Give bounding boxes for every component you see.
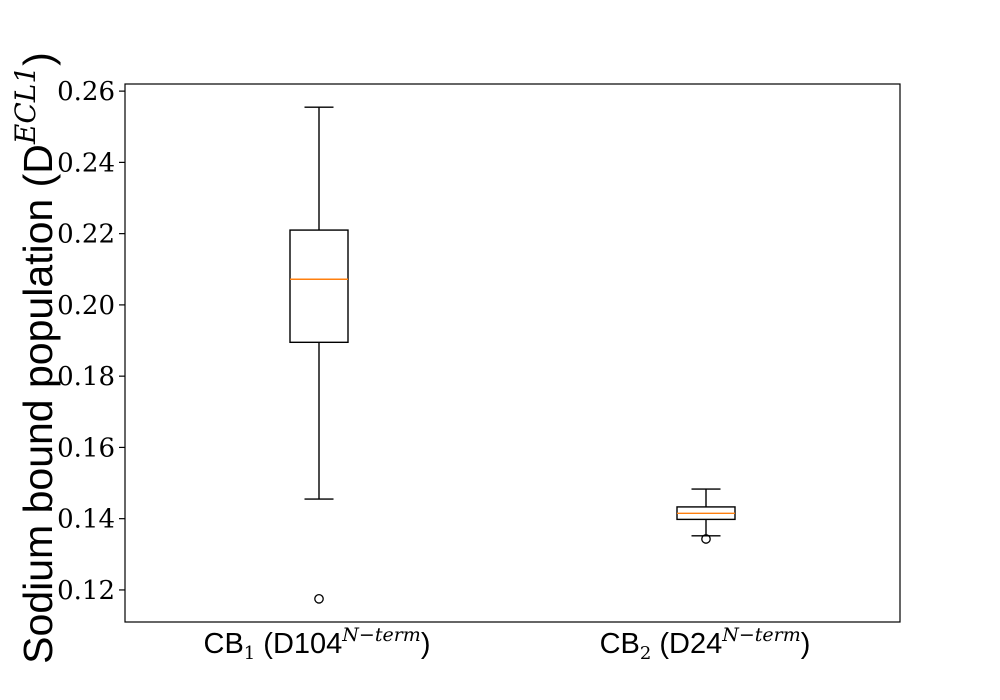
x-tick-label-cb1-subscript: 1 bbox=[244, 643, 255, 664]
x-tick-label-cb1-base: CB bbox=[204, 628, 244, 660]
x-tick-label-cb1: CB1 (D104N−term) bbox=[204, 624, 431, 664]
y-tick-label: 0.24 bbox=[57, 148, 115, 178]
y-tick-label: 0.14 bbox=[57, 505, 115, 535]
x-tick-label-cb1-mid: (D104 bbox=[255, 628, 342, 660]
box-plot-boxes bbox=[289, 106, 736, 604]
y-axis-label: Sodium bound population (DECL1) bbox=[9, 52, 61, 664]
x-tick-label-cb1-suffix: ) bbox=[421, 628, 431, 660]
y-axis-label-superscript: ECL1 bbox=[9, 66, 42, 145]
y-axis-label-suffix: ) bbox=[15, 52, 61, 66]
plot-area-frame bbox=[124, 83, 901, 623]
y-tick-label: 0.22 bbox=[57, 220, 115, 250]
x-tick-label-cb2-suffix: ) bbox=[801, 628, 811, 660]
box-group-2 bbox=[676, 488, 736, 544]
outlier-point bbox=[314, 593, 324, 604]
y-tick-label: 0.20 bbox=[57, 291, 115, 321]
interquartile-box bbox=[289, 229, 349, 344]
box-group-1 bbox=[289, 106, 349, 604]
y-tick-label: 0.18 bbox=[57, 362, 115, 392]
y-tick-label: 0.16 bbox=[57, 433, 115, 463]
x-tick-label-cb2-mid: (D24 bbox=[651, 628, 722, 660]
y-tick-label: 0.26 bbox=[57, 77, 115, 107]
y-tick-label: 0.12 bbox=[57, 576, 115, 606]
x-tick-label-cb2: CB2 (D24N−term) bbox=[600, 624, 811, 664]
y-axis-label-text: Sodium bound population (D bbox=[15, 144, 61, 664]
y-axis-ticks: 0.12 0.14 0.16 0.18 0.20 0.22 0.24 0.26 bbox=[57, 77, 125, 606]
x-tick-label-cb2-subscript: 2 bbox=[640, 643, 651, 664]
x-tick-label-cb2-base: CB bbox=[600, 628, 640, 660]
outlier-point bbox=[701, 534, 711, 544]
x-tick-label-cb1-superscript: N−term bbox=[341, 624, 421, 646]
x-tick-label-cb2-superscript: N−term bbox=[721, 624, 801, 646]
